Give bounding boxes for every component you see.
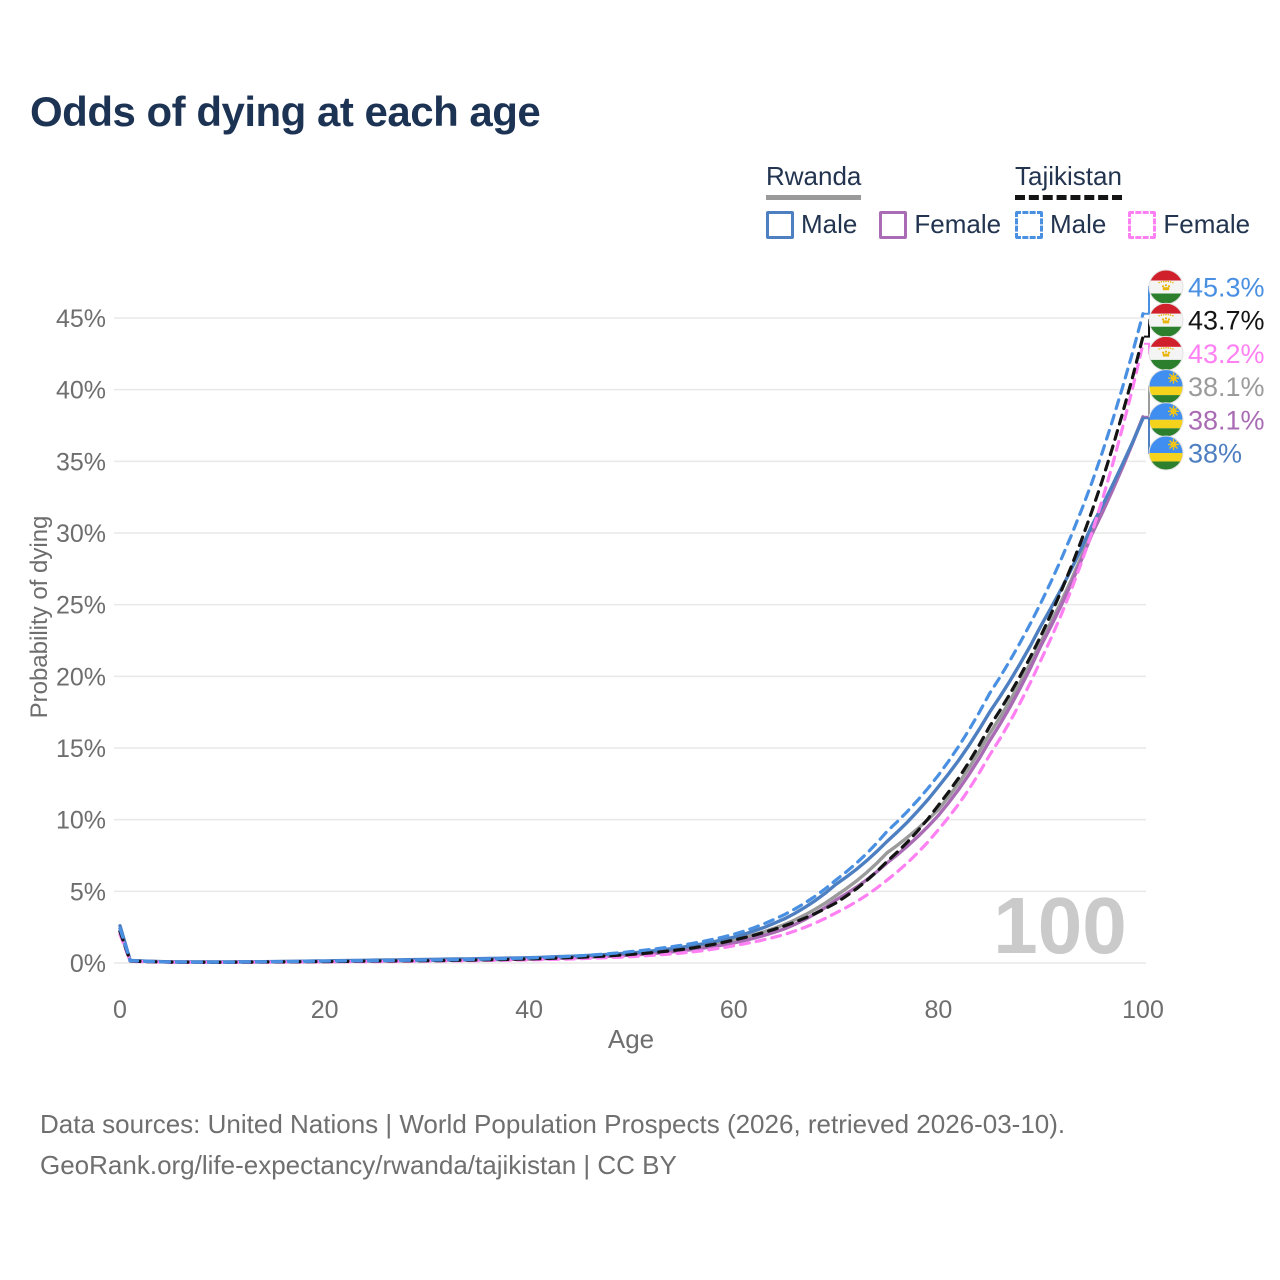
tajikistan-male-swatch-icon	[1015, 210, 1043, 239]
legend-item-label: Male	[801, 209, 858, 239]
series-line-rw_male	[118, 416, 1145, 964]
end-value-label-rw_both: 38.1%	[1188, 372, 1265, 402]
tajikistan-flag-icon	[1148, 302, 1184, 338]
tajikistan-flag-icon	[1148, 269, 1184, 305]
rwanda-flag-icon	[1148, 369, 1184, 405]
y-tick-label: 25%	[56, 592, 106, 620]
attribution-line: GeoRank.org/life-expectancy/rwanda/tajik…	[40, 1150, 677, 1180]
footer: Data sources: United Nations | World Pop…	[40, 1104, 1065, 1186]
rwanda-female-swatch-icon	[879, 210, 908, 239]
legend-group-tajikistan: Tajikistan Male Female	[1015, 161, 1250, 240]
end-value-label-rw_male: 38%	[1188, 439, 1242, 469]
y-tick-label: 10%	[56, 807, 106, 835]
y-tick-label: 30%	[56, 520, 106, 548]
legend-item-label: Female	[1163, 209, 1251, 239]
series-line-tj_male	[118, 312, 1145, 964]
x-tick-label: 60	[720, 996, 748, 1024]
end-value-label-tj_female: 43.2%	[1188, 339, 1265, 369]
legend-item-rwanda-male[interactable]: Male	[766, 209, 857, 240]
x-axis-title: Age	[608, 1024, 654, 1054]
legend-country-tajikistan[interactable]: Tajikistan	[1015, 161, 1122, 200]
page-title: Odds of dying at each age	[30, 88, 541, 135]
y-tick-label: 35%	[56, 448, 106, 476]
y-axis-title: Probability of dying	[26, 516, 53, 719]
y-tick-label: 40%	[56, 377, 106, 405]
rwanda-flag-icon	[1148, 435, 1184, 471]
legend-item-label: Female	[914, 209, 1002, 239]
age-counter-watermark: 100	[993, 881, 1126, 970]
y-tick-label: 45%	[56, 305, 106, 333]
data-sources-line: Data sources: United Nations | World Pop…	[40, 1109, 1066, 1139]
x-tick-label: 40	[515, 996, 543, 1024]
x-tick-label: 20	[311, 996, 339, 1024]
end-value-label-tj_both: 43.7%	[1188, 306, 1265, 336]
legend-item-label: Male	[1050, 209, 1107, 239]
y-tick-label: 5%	[70, 878, 106, 906]
legend-country-rwanda[interactable]: Rwanda	[766, 161, 862, 200]
legend-item-tajikistan-male[interactable]: Male	[1015, 209, 1106, 240]
series-line-rw_both	[118, 415, 1145, 964]
y-tick-label: 0%	[70, 950, 106, 978]
x-tick-label: 0	[113, 996, 127, 1024]
x-tick-label: 80	[924, 996, 952, 1024]
legend-group-rwanda: Rwanda Male Female	[766, 161, 1001, 240]
series-line-rw_female	[118, 415, 1145, 964]
rwanda-male-swatch-icon	[766, 210, 794, 239]
tajikistan-flag-icon	[1148, 335, 1184, 371]
x-tick-label: 100	[1122, 996, 1164, 1024]
y-tick-label: 15%	[56, 735, 106, 763]
series-line-tj_female	[118, 342, 1145, 965]
tajikistan-female-swatch-icon	[1128, 210, 1157, 239]
rwanda-flag-icon	[1148, 402, 1184, 438]
end-value-label-rw_female: 38.1%	[1188, 405, 1265, 435]
y-tick-label: 20%	[56, 663, 106, 691]
legend-item-tajikistan-female[interactable]: Female	[1128, 209, 1250, 240]
series-line-tj_both	[118, 335, 1145, 964]
legend-item-rwanda-female[interactable]: Female	[879, 209, 1001, 240]
end-value-label-tj_male: 45.3%	[1188, 273, 1265, 303]
